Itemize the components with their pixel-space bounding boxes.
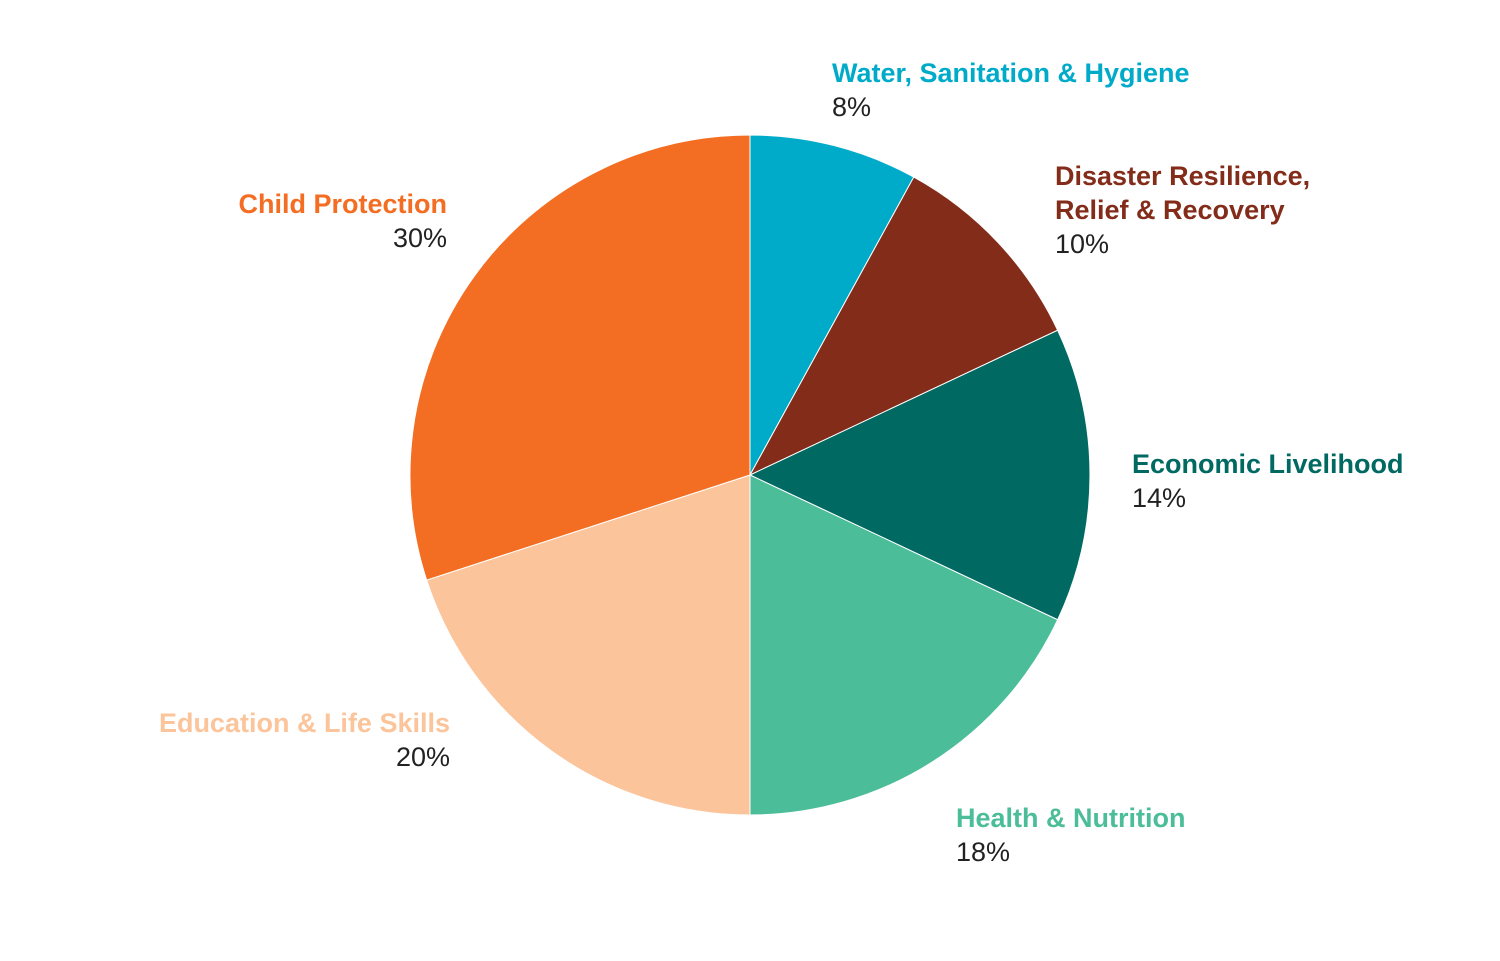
pie-slice-1 [748,176,1059,477]
slice-value-label-1: 10% [1055,229,1109,259]
slice-label-3-line-0: Health & Nutrition [956,803,1186,833]
pie-slice-2 [748,329,1091,621]
slice-label-4-line-0: Education & Life Skills [159,708,450,738]
slice-label-5-line-0: Child Protection [239,189,448,219]
slice-label-2-line-0: Economic Livelihood [1132,449,1404,479]
pie-slices [409,134,1091,816]
pie-slice-4 [426,474,751,816]
slice-value-label-0: 8% [832,92,871,122]
slice-value-label-4: 20% [396,742,450,772]
pie-slice-3 [749,474,1059,816]
pie-slice-0 [749,134,915,476]
slice-value-label-5: 30% [393,223,447,253]
pie-slice-5 [409,134,751,581]
slice-label-1-line-0: Disaster Resilience, [1055,161,1310,191]
slice-value-label-2: 14% [1132,483,1186,513]
slice-label-0-line-0: Water, Sanitation & Hygiene [832,58,1190,88]
slice-label-1-line-1: Relief & Recovery [1055,195,1285,225]
pie-labels: Water, Sanitation & Hygiene 8% Disaster Re… [159,58,1404,867]
slice-value-label-3: 18% [956,837,1010,867]
